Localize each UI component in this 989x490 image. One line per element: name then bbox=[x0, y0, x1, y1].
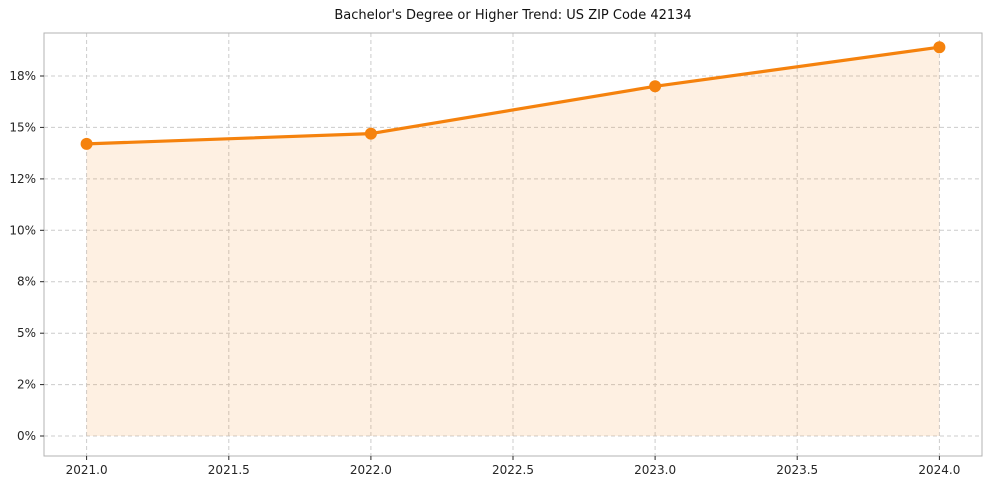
x-tick-label: 2022.0 bbox=[350, 463, 392, 477]
x-tick-label: 2023.0 bbox=[634, 463, 676, 477]
chart-title: Bachelor's Degree or Higher Trend: US ZI… bbox=[334, 8, 692, 23]
y-tick-label: 10% bbox=[9, 223, 36, 237]
x-tick-label: 2021.5 bbox=[208, 463, 250, 477]
x-tick-label: 2023.5 bbox=[776, 463, 818, 477]
y-tick-label: 12% bbox=[9, 172, 36, 186]
trend-line bbox=[85, 45, 941, 146]
y-tick-label: 8% bbox=[17, 275, 36, 289]
data-point-marker bbox=[933, 41, 946, 54]
y-tick-label: 5% bbox=[17, 326, 36, 340]
area-fill bbox=[86, 47, 940, 436]
y-tick-label: 15% bbox=[9, 120, 36, 134]
data-point-marker bbox=[649, 80, 662, 93]
y-tick-label: 2% bbox=[17, 378, 36, 392]
x-tick-label: 2021.0 bbox=[66, 463, 108, 477]
data-point-marker bbox=[80, 137, 93, 150]
y-tick-label: 0% bbox=[17, 429, 36, 443]
x-tick-label: 2022.5 bbox=[492, 463, 534, 477]
data-point-marker bbox=[364, 127, 377, 140]
x-tick-label: 2024.0 bbox=[918, 463, 960, 477]
y-tick-label: 18% bbox=[9, 69, 36, 83]
